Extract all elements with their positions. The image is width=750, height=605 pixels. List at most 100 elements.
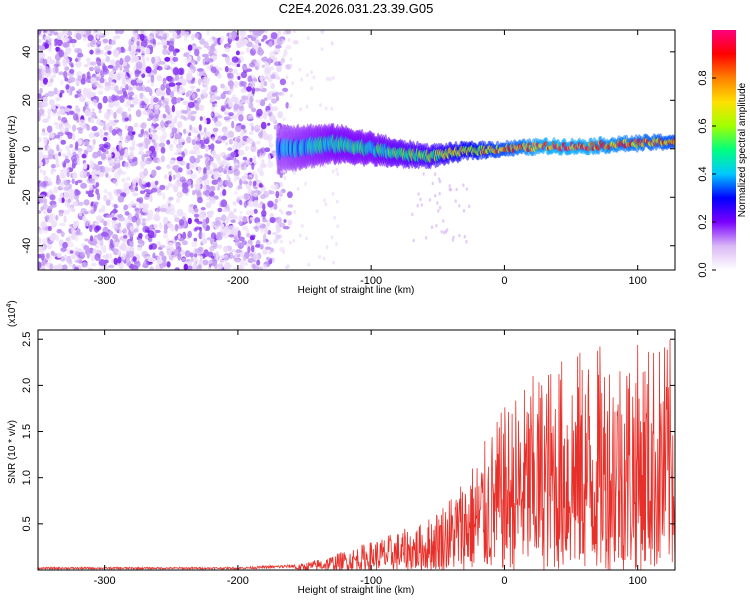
x-tick-label: 0 [501,575,507,587]
noise-blob [96,30,102,36]
noise-blob [189,124,193,131]
noise-blob [217,114,223,119]
noise-blob [92,30,97,37]
noise-blob [145,47,151,55]
noise-blob [102,38,109,44]
noise-blob [44,43,49,49]
noise-blob [69,195,75,200]
noise-blob [109,125,113,133]
noise-blob [148,244,153,250]
noise-blob [224,264,232,268]
noise-blob [147,209,154,218]
track-tail [448,184,451,188]
noise-blob [130,161,136,167]
noise-blob [46,56,52,62]
noise-blob [125,83,129,91]
noise-blob [112,208,117,214]
noise-blob [189,155,196,164]
noise-blob [168,254,173,261]
noise-blob [117,168,122,176]
noise-blob [141,95,146,102]
noise-blob [285,211,292,216]
noise-blob [113,111,117,119]
noise-blob [118,230,123,234]
noise-blob [69,144,73,148]
noise-blob [75,61,82,68]
noise-blob [206,30,210,36]
figure-title: C2E4.2026.031.23.39.G05 [279,1,434,16]
noise-blob [269,217,276,224]
noise-blob [156,74,163,82]
x-tick-label: -100 [360,275,382,287]
noise-blob [203,179,210,186]
noise-blob [242,156,248,161]
noise-blob [129,104,135,108]
noise-blob [190,110,197,115]
noise-blob [269,190,275,195]
noise-blob [38,210,42,214]
noise-blob [181,182,189,190]
noise-blob [253,202,259,208]
noise-blob [168,82,176,87]
noise-blob [105,173,109,177]
noise-blob [54,152,58,160]
noise-blob [90,77,97,84]
noise-blob [153,97,159,103]
noise-blob [168,174,172,182]
noise-blob [90,254,96,262]
noise-blob [164,63,168,69]
noise-blob [172,138,177,145]
noise-blob [287,204,294,208]
noise-blob [251,87,255,95]
noise-blob [160,252,164,256]
noise-blob [62,60,68,68]
noise-blob [169,132,173,137]
noise-blob [178,167,183,173]
noise-blob [242,215,248,223]
noise-blob [87,71,91,80]
noise-blob [38,115,41,122]
noise-blob [250,144,257,153]
noise-blob [68,76,75,83]
noise-blob [38,253,42,259]
colorbar-ticks: 0.0 0.2 0.4 0.6 0.8 [697,70,716,278]
noise-blob [282,53,286,58]
noise-blob [298,233,302,238]
noise-blob [336,224,340,229]
noise-blob [228,182,233,189]
noise-blob [141,58,146,66]
noise-blob [259,244,264,250]
noise-blob [219,152,223,158]
noise-blob [287,37,291,42]
noise-blob [96,34,100,40]
noise-blob [330,41,334,46]
noise-blob [66,201,71,209]
noise-blob [318,255,321,259]
y-tick-label: 40 [21,46,33,58]
noise-blob [269,247,274,252]
noise-blob [77,248,82,253]
noise-blob [88,184,94,191]
colorbar-tick-label: 0.0 [697,262,709,277]
noise-blob [235,125,242,133]
noise-blob [320,47,324,52]
track-tail [419,197,422,202]
noise-blob [154,56,161,61]
noise-blob [264,147,271,153]
noise-blob [210,85,218,93]
noise-blob [251,125,255,132]
noise-blob [100,58,108,63]
noise-blob [190,115,196,122]
noise-blob [233,208,237,213]
noise-blob [270,117,277,124]
noise-blob [264,30,269,34]
noise-blob [74,180,79,186]
noise-blob [217,135,222,142]
noise-blob [287,219,293,226]
noise-blob [223,254,229,262]
noise-blob [43,30,48,33]
noise-blob [82,37,87,41]
noise-blob [211,93,218,98]
noise-blob [155,33,159,38]
noise-blob [233,174,238,182]
